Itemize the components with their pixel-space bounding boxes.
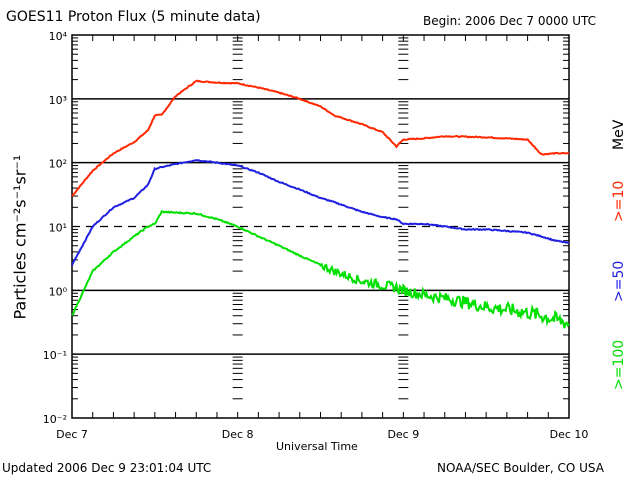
credit-label: NOAA/SEC Boulder, CO USA [437, 461, 604, 475]
y-tick-label: 10⁻² [43, 413, 67, 426]
x-tick-label: Dec 7 [56, 428, 88, 441]
series-line-100mev [71, 210, 570, 329]
y-tick-label: 10³ [49, 94, 67, 107]
x-tick-label: Dec 8 [222, 428, 254, 441]
y-tick-label: 10⁰ [49, 285, 68, 298]
x-axis-label: Universal Time [276, 440, 358, 453]
series-line-50mev [71, 158, 570, 266]
y-tick-label: 10¹ [49, 222, 67, 235]
updated-timestamp: Updated 2006 Dec 9 23:01:04 UTC [2, 461, 212, 475]
y-tick-label: 10⁴ [49, 30, 68, 43]
y-tick-label: 10² [49, 158, 67, 171]
series-line-10mev [71, 79, 570, 197]
chart-title: GOES11 Proton Flux (5 minute data) [6, 9, 261, 25]
x-tick-label: Dec 9 [387, 428, 419, 441]
x-tick-label: Dec 10 [550, 428, 589, 441]
y-tick-label: 10⁻¹ [43, 349, 67, 362]
begin-time: Begin: 2006 Dec 7 0000 UTC [423, 14, 597, 28]
